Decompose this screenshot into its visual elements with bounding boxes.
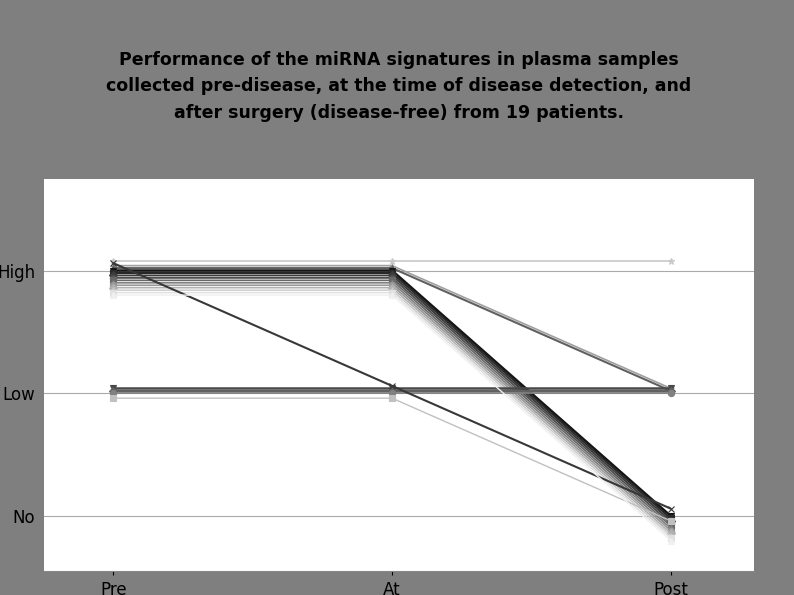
Text: Performance of the miRNA signatures in plasma samples
collected pre-disease, at : Performance of the miRNA signatures in p… [106,51,692,122]
